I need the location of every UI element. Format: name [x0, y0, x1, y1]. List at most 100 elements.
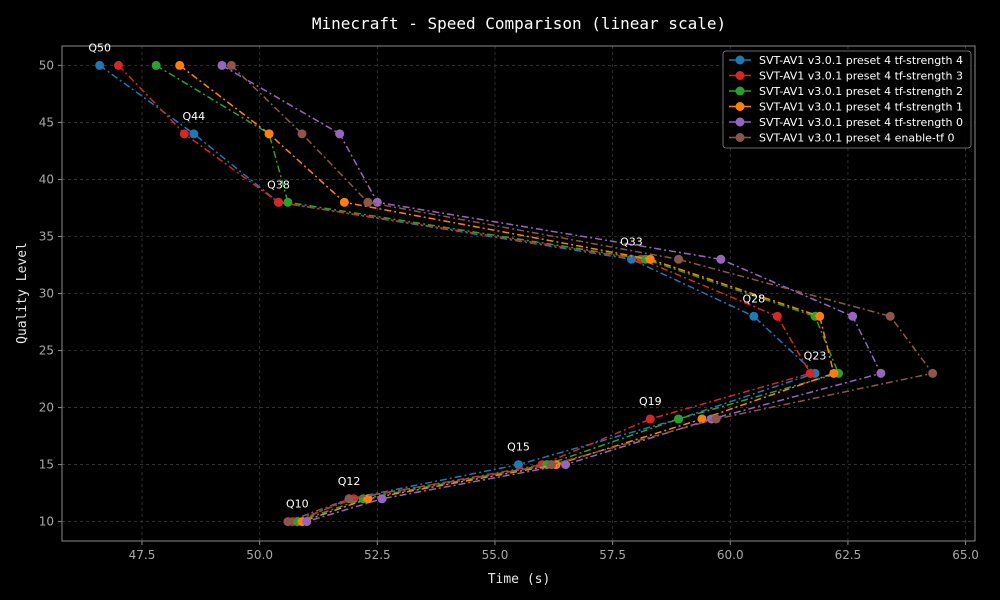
legend: SVT-AV1 v3.0.1 preset 4 tf-strength 4 SVT… [722, 50, 972, 149]
legend-label: SVT-AV1 v3.0.1 preset 4 tf-strength 3 [759, 70, 963, 83]
data-point [772, 311, 782, 321]
data-point [226, 60, 236, 70]
series-line [230, 64, 934, 523]
y-tick-label: 35 [39, 229, 54, 243]
data-point [645, 254, 655, 264]
x-axis-label: Time (s) [488, 572, 551, 587]
y-axis-label: Quality Level [15, 242, 30, 344]
legend-label: SVT-AV1 v3.0.1 preset 4 tf-strength 2 [759, 85, 963, 98]
x-tick-label: 65.0 [952, 548, 979, 562]
data-point [217, 60, 227, 70]
series-line [221, 64, 882, 523]
chart-title: Minecraft - Speed Comparison (linear sca… [312, 14, 726, 33]
data-point [363, 197, 373, 207]
data-point [302, 517, 312, 527]
y-tick-label: 20 [39, 401, 54, 415]
data-point [697, 414, 707, 424]
legend-swatch-marker [735, 55, 745, 65]
data-point [885, 311, 895, 321]
legend-box [722, 50, 972, 149]
data-point [273, 197, 283, 207]
legend-swatch-marker [735, 133, 745, 142]
x-tick-label: 50.0 [246, 548, 273, 562]
data-point [848, 311, 858, 321]
data-point [749, 311, 759, 321]
y-tick-label: 15 [39, 458, 54, 472]
data-point [514, 460, 523, 470]
data-point [561, 460, 571, 470]
y-tick-label: 40 [39, 172, 54, 186]
series-5 [226, 60, 938, 527]
data-point [716, 254, 726, 264]
data-point [283, 197, 293, 207]
data-point [372, 197, 382, 207]
data-point [674, 254, 684, 264]
legend-item: SVT-AV1 v3.0.1 preset 4 enable-tf 0 [729, 132, 955, 145]
series-line [179, 64, 835, 523]
legend-swatch-marker [735, 117, 745, 127]
legend-label: SVT-AV1 v3.0.1 preset 4 enable-tf 0 [759, 132, 955, 145]
data-point [377, 494, 387, 504]
quality-annotation: Q44 [182, 110, 205, 123]
data-point [264, 129, 274, 139]
series-4 [217, 60, 886, 527]
quality-annotation: Q23 [804, 349, 827, 362]
legend-item: SVT-AV1 v3.0.1 preset 4 tf-strength 4 [729, 54, 963, 67]
series-3 [175, 60, 839, 527]
quality-annotation: Q10 [286, 498, 309, 511]
data-point [283, 517, 293, 527]
data-point [711, 414, 721, 424]
data-point [175, 60, 185, 70]
quality-annotation: Q38 [267, 178, 290, 191]
data-point [95, 60, 105, 70]
series-line [155, 64, 840, 523]
x-tick-label: 52.5 [364, 548, 391, 562]
x-tick-label: 57.5 [599, 548, 626, 562]
legend-item: SVT-AV1 v3.0.1 preset 4 tf-strength 0 [729, 116, 963, 129]
grid-layer [62, 46, 975, 541]
quality-annotation: Q28 [742, 292, 765, 305]
x-tick-label: 60.0 [717, 548, 744, 562]
data-point [339, 197, 349, 207]
x-tick-label: 62.5 [835, 548, 862, 562]
data-point [297, 129, 307, 139]
legend-label: SVT-AV1 v3.0.1 preset 4 tf-strength 4 [759, 54, 963, 67]
data-point [829, 368, 839, 378]
data-point [189, 129, 199, 139]
data-point [179, 129, 189, 139]
legend-label: SVT-AV1 v3.0.1 preset 4 tf-strength 0 [759, 116, 963, 129]
data-point [344, 494, 354, 504]
legend-item: SVT-AV1 v3.0.1 preset 4 tf-strength 2 [729, 85, 963, 98]
x-axis-ticks: 47.5 50.0 52.5 55.0 57.5 60.0 62.5 65.0 [129, 541, 979, 562]
data-point [335, 129, 345, 139]
data-point [113, 60, 123, 70]
legend-item: SVT-AV1 v3.0.1 preset 4 tf-strength 3 [729, 70, 963, 83]
quality-annotation: Q12 [338, 475, 361, 488]
quality-annotation: Q15 [507, 441, 530, 454]
data-point [674, 414, 684, 424]
series-line [99, 64, 817, 523]
annotation-layer: Q50 Q44 Q38 Q33 Q28 Q23 Q19 Q15 Q12 Q10 [88, 41, 826, 510]
data-point [151, 60, 161, 70]
x-tick-label: 55.0 [482, 548, 509, 562]
data-point [805, 368, 815, 378]
series-layer [95, 60, 938, 527]
legend-swatch-marker [735, 86, 745, 96]
y-tick-label: 10 [39, 515, 54, 529]
data-point [546, 460, 556, 470]
y-tick-label: 50 [39, 58, 54, 72]
legend-swatch-marker [735, 102, 745, 111]
y-tick-label: 30 [39, 287, 54, 301]
data-point [815, 311, 825, 321]
legend-swatch-marker [735, 71, 745, 80]
quality-annotation: Q19 [639, 395, 662, 408]
data-point [645, 414, 655, 424]
data-point [876, 368, 886, 378]
y-tick-label: 45 [39, 115, 54, 129]
quality-annotation: Q33 [620, 235, 643, 248]
x-tick-label: 47.5 [129, 548, 156, 562]
legend-label: SVT-AV1 v3.0.1 preset 4 tf-strength 1 [759, 101, 963, 114]
y-tick-label: 25 [39, 344, 54, 358]
data-point [928, 368, 938, 378]
